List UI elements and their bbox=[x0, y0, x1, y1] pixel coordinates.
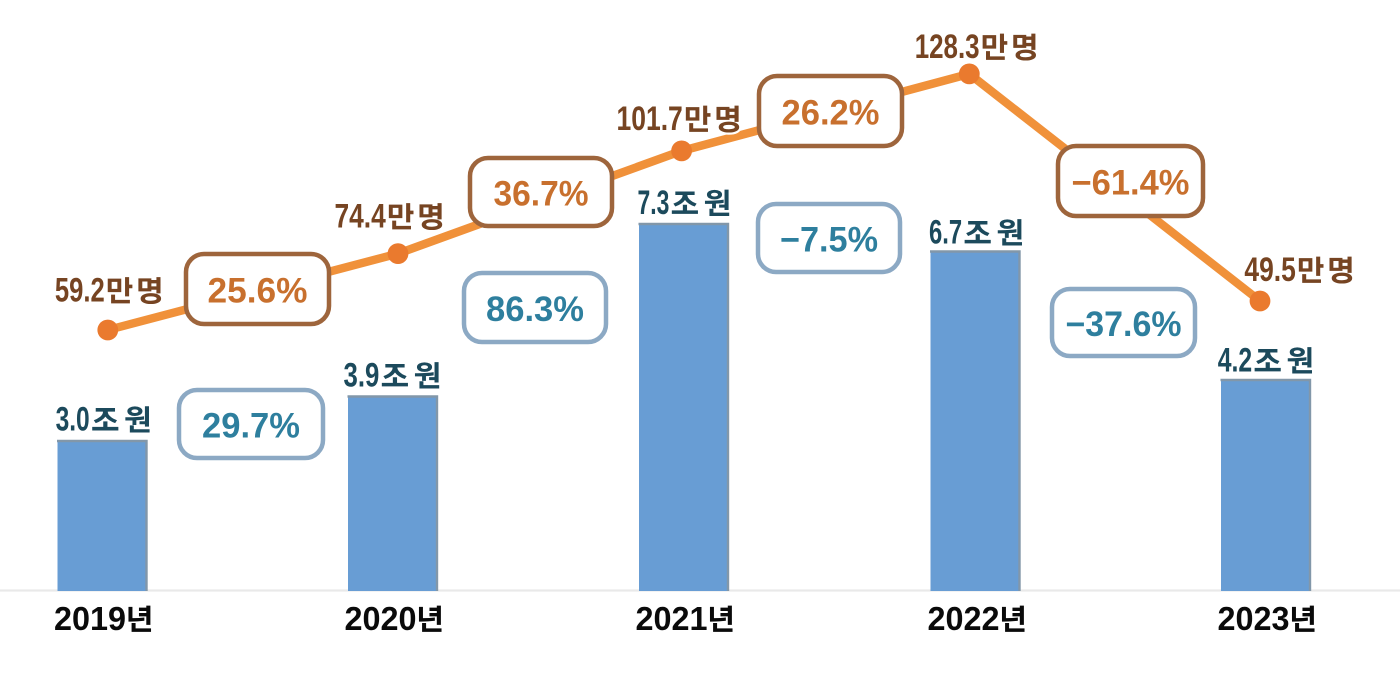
svg-text:101.7: 101.7 bbox=[617, 100, 683, 138]
svg-text:3.9: 3.9 bbox=[344, 357, 380, 395]
svg-text:25.6%: 25.6% bbox=[208, 272, 308, 311]
svg-text:36.7%: 36.7% bbox=[494, 175, 589, 214]
svg-text:2019: 2019 bbox=[54, 600, 126, 637]
svg-text:2022: 2022 bbox=[928, 600, 1000, 637]
svg-text:86.3%: 86.3% bbox=[486, 290, 584, 329]
svg-text:−37.6%: −37.6% bbox=[1066, 305, 1182, 344]
svg-text:128.3: 128.3 bbox=[915, 28, 980, 66]
svg-text:74.4: 74.4 bbox=[335, 198, 386, 236]
svg-text:26.2%: 26.2% bbox=[782, 94, 880, 133]
svg-text:3.0: 3.0 bbox=[56, 401, 90, 439]
svg-text:29.7%: 29.7% bbox=[202, 407, 300, 446]
svg-text:2020: 2020 bbox=[345, 600, 417, 637]
svg-text:4.2: 4.2 bbox=[1218, 342, 1252, 380]
svg-text:59.2: 59.2 bbox=[55, 272, 105, 310]
svg-text:6.7: 6.7 bbox=[929, 214, 962, 252]
svg-text:2021: 2021 bbox=[636, 600, 708, 637]
svg-text:7.3: 7.3 bbox=[638, 184, 670, 222]
svg-text:49.5: 49.5 bbox=[1244, 251, 1295, 289]
svg-text:−7.5%: −7.5% bbox=[780, 221, 878, 260]
svg-text:−61.4%: −61.4% bbox=[1072, 164, 1190, 203]
svg-text:2023: 2023 bbox=[1218, 600, 1290, 637]
